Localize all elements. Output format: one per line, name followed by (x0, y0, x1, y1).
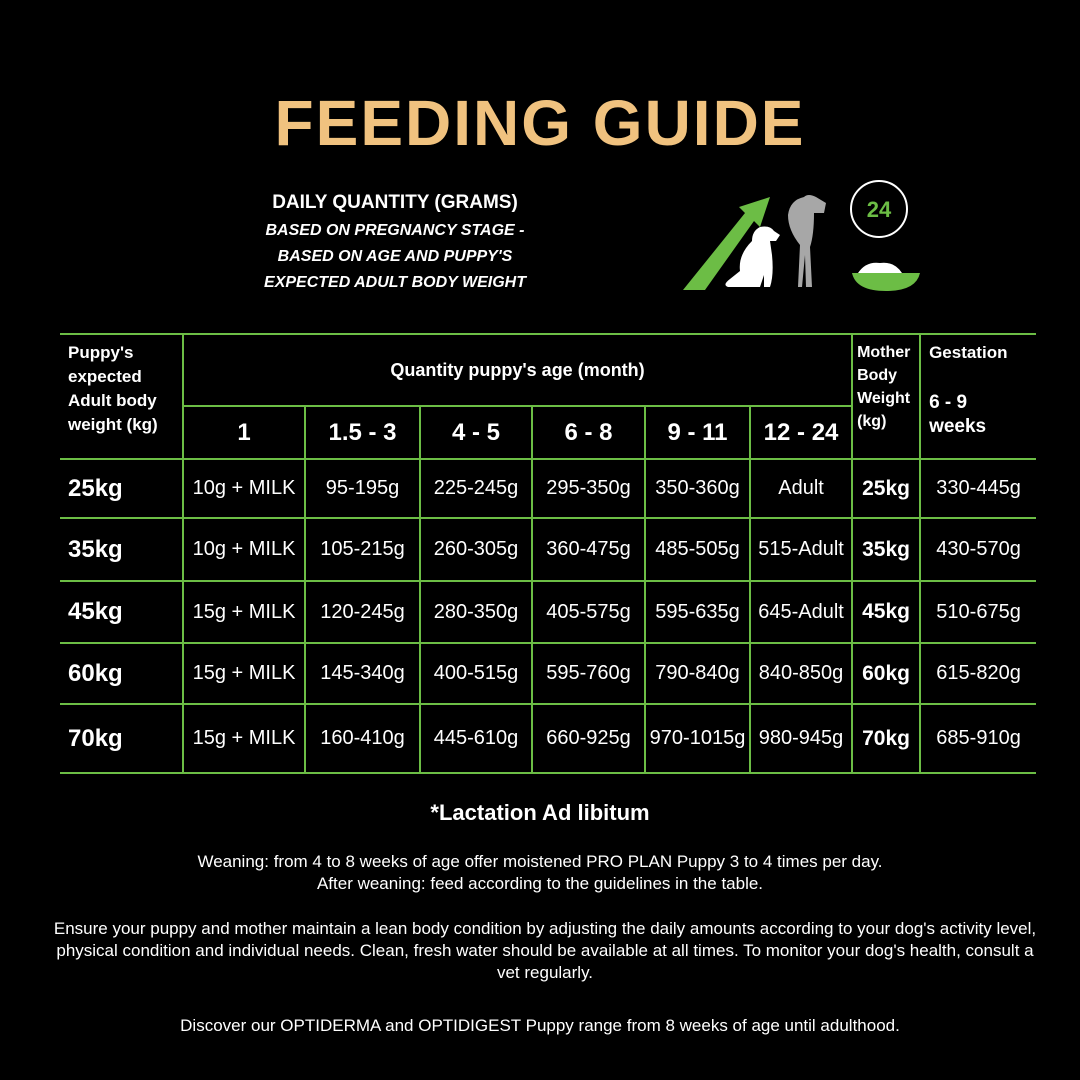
age-header: 1.5 - 3 (304, 405, 421, 460)
weight-cell: 60kg (60, 642, 184, 705)
quantity-cell: 145-340g (304, 642, 421, 705)
quantity-cell: 10g + MILK (182, 458, 306, 519)
quantity-cell: 95-195g (304, 458, 421, 519)
weaning-line: Weaning: from 4 to 8 weeks of age offer … (197, 852, 883, 871)
subtitle-line: EXPECTED ADULT BODY WEIGHT (264, 274, 526, 291)
subtitle-heading: DAILY QUANTITY (GRAMS) (272, 192, 518, 213)
age-header: 4 - 5 (419, 405, 533, 460)
clock-24-icon: 24 (850, 180, 908, 238)
col-header-age-group: Quantity puppy's age (month) (181, 333, 854, 407)
feeding-table: Puppy's expected Adult body weight (kg) … (60, 333, 1037, 774)
quantity-cell: 295-350g (531, 458, 646, 519)
age-header: 9 - 11 (644, 405, 751, 460)
growth-arrow-icon (683, 197, 770, 290)
condition-note: Ensure your puppy and mother maintain a … (53, 919, 1037, 982)
gestation-cell: 510-675g (919, 580, 1037, 644)
subtitle: DAILY QUANTITY (GRAMS) BASED ON PREGNANC… (230, 192, 560, 296)
table-row: 35kg 10g + MILK 105-215g 260-305g 360-475g 48… (60, 517, 1037, 582)
age-header: 1 (183, 405, 306, 460)
quantity-cell: 645-Adult (748, 580, 854, 644)
gestation-cell: 330-445g (919, 458, 1037, 519)
col-header-mother: Mother Body Weight (kg) (851, 333, 922, 460)
quantity-cell: 160-410g (304, 703, 421, 774)
table-row: 45kg 15g + MILK 120-245g 280-350g 405-575g 59… (60, 580, 1037, 644)
weaning-line: After weaning: feed according to the gui… (316, 874, 764, 893)
age-header: 6 - 8 (531, 405, 646, 460)
quantity-cell: 660-925g (531, 703, 646, 774)
weight-cell: 70kg (60, 703, 184, 774)
weight-cell: 45kg (60, 580, 184, 644)
quantity-cell: 15g + MILK (182, 703, 306, 774)
quantity-cell: 445-610g (419, 703, 533, 774)
quantity-cell: 970-1015g (644, 703, 751, 774)
col-header-gestation: Gestation 6 - 9 weeks (919, 333, 1037, 460)
quantity-cell: 225-245g (419, 458, 533, 519)
gestation-cell: 430-570g (919, 517, 1037, 582)
weight-cell: 35kg (60, 517, 184, 582)
adult-dog-icon (788, 195, 826, 287)
food-bowl-icon (852, 262, 920, 291)
age-header: 12 - 24 (748, 405, 853, 460)
mother-weight-cell: 35kg (851, 517, 922, 582)
discover-note: Discover our OPTIDERMA and OPTIDIGEST Pu… (180, 1016, 900, 1035)
col-header-weight: Puppy's expected Adult body weight (kg) (60, 333, 184, 460)
weight-cell: 25kg (60, 458, 184, 519)
quantity-cell: 260-305g (419, 517, 533, 582)
puppy-icon (725, 226, 780, 287)
mother-weight-cell: 60kg (851, 642, 922, 705)
quantity-cell: 790-840g (644, 642, 751, 705)
quantity-cell: 120-245g (304, 580, 421, 644)
quantity-cell: 10g + MILK (182, 517, 306, 582)
quantity-cell: 400-515g (419, 642, 533, 705)
gestation-cell: 615-820g (919, 642, 1037, 705)
quantity-cell: 485-505g (644, 517, 751, 582)
lactation-note: *Lactation Ad libitum (430, 800, 650, 825)
page-title: FEEDING GUIDE (274, 87, 806, 159)
table-row: 60kg 15g + MILK 145-340g 400-515g 595-760g 79… (60, 642, 1037, 705)
mother-weight-cell: 25kg (851, 458, 922, 519)
quantity-cell: 840-850g (748, 642, 854, 705)
quantity-cell: Adult (748, 458, 854, 519)
icons: 24 (683, 180, 920, 291)
table-row: 25kg 10g + MILK 95-195g 225-245g 295-350g 350… (60, 458, 1037, 519)
quantity-cell: 15g + MILK (182, 642, 306, 705)
mother-weight-cell: 45kg (851, 580, 922, 644)
clock-label: 24 (867, 197, 892, 222)
quantity-cell: 595-635g (644, 580, 751, 644)
gestation-weeks: 6 - 9 weeks (929, 392, 987, 437)
subtitle-line: BASED ON AGE AND PUPPY'S (277, 248, 513, 265)
quantity-cell: 280-350g (419, 580, 533, 644)
mother-weight-cell: 70kg (851, 703, 922, 774)
quantity-cell: 105-215g (304, 517, 421, 582)
subtitle-line: BASED ON PREGNANCY STAGE - (265, 222, 525, 239)
quantity-cell: 980-945g (748, 703, 854, 774)
quantity-cell: 515-Adult (748, 517, 854, 582)
quantity-cell: 405-575g (531, 580, 646, 644)
gestation-cell: 685-910g (919, 703, 1037, 774)
quantity-cell: 15g + MILK (182, 580, 306, 644)
table-row: 70kg 15g + MILK 160-410g 445-610g 660-925g 97… (60, 703, 1037, 774)
gestation-label: Gestation (929, 343, 1008, 362)
quantity-cell: 350-360g (644, 458, 751, 519)
quantity-cell: 360-475g (531, 517, 646, 582)
quantity-cell: 595-760g (531, 642, 646, 705)
